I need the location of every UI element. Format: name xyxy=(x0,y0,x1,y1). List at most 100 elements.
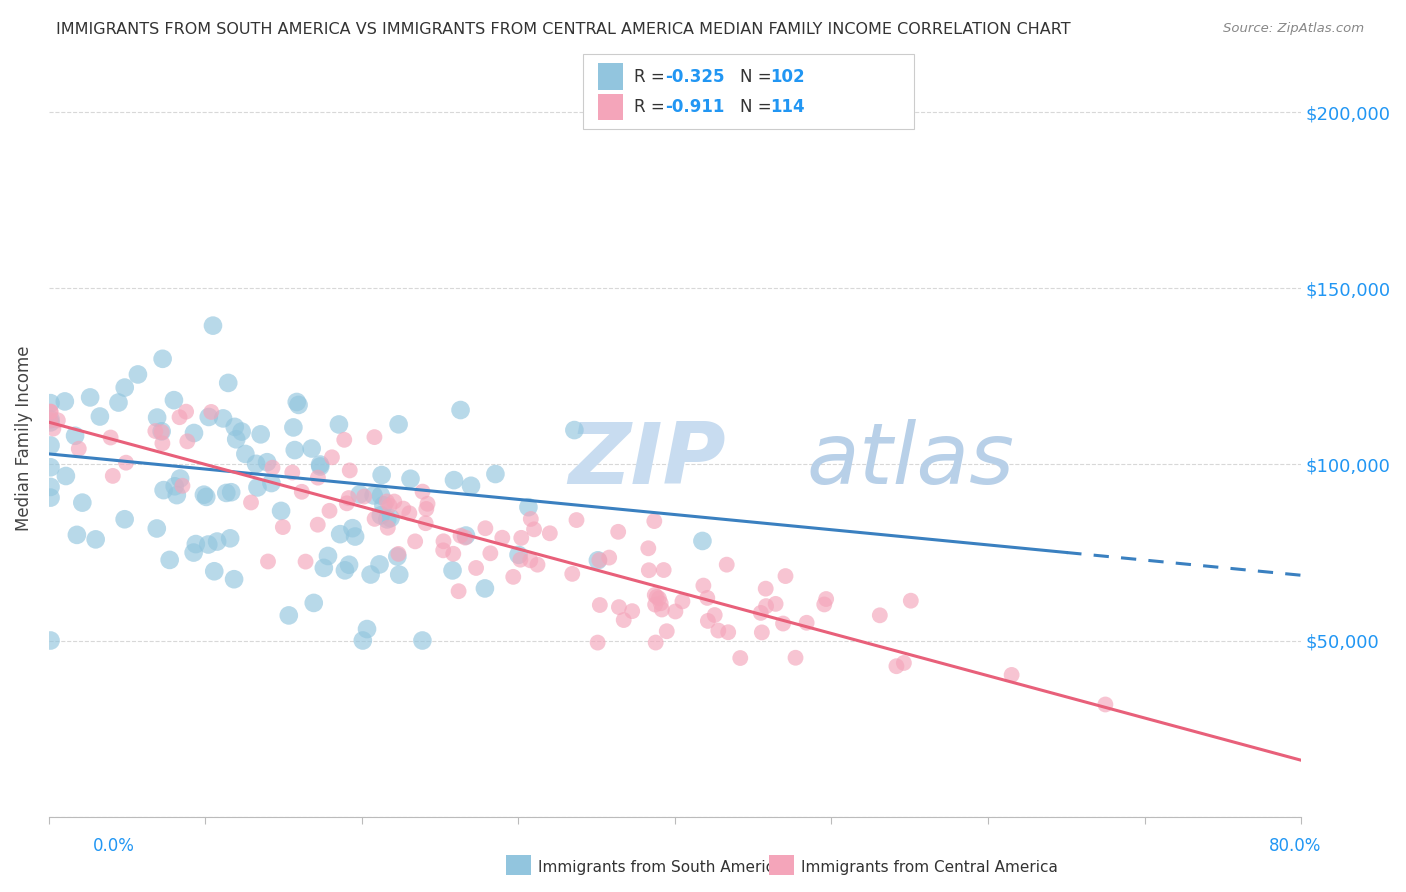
Point xyxy=(751,625,773,640)
Point xyxy=(717,625,740,640)
Point xyxy=(765,597,787,611)
Point xyxy=(301,442,323,456)
Point xyxy=(339,463,361,477)
Point xyxy=(39,405,62,419)
Point xyxy=(39,438,62,452)
Point xyxy=(114,380,136,394)
Point xyxy=(526,558,548,572)
Point xyxy=(387,549,409,564)
Point xyxy=(696,614,718,628)
Point xyxy=(415,502,437,516)
Point xyxy=(219,485,242,500)
Text: 80.0%: 80.0% xyxy=(1270,837,1322,855)
Point xyxy=(373,498,395,512)
Point xyxy=(39,396,62,410)
Point xyxy=(143,424,166,438)
Point xyxy=(621,604,644,618)
Text: -0.325: -0.325 xyxy=(665,68,724,86)
Point xyxy=(39,412,62,426)
Point xyxy=(262,460,284,475)
Point xyxy=(370,489,392,503)
Point xyxy=(588,553,610,567)
Point xyxy=(307,517,329,532)
Point xyxy=(256,455,278,469)
Point xyxy=(1094,698,1116,712)
Point xyxy=(648,591,671,606)
Point xyxy=(39,416,62,430)
Text: atlas: atlas xyxy=(807,419,1015,502)
Point xyxy=(509,552,531,566)
Point xyxy=(775,569,797,583)
Point xyxy=(333,563,356,577)
Point xyxy=(671,594,693,608)
Text: N =: N = xyxy=(740,68,776,86)
Point xyxy=(356,622,378,636)
Point xyxy=(443,473,465,487)
Point xyxy=(63,429,86,443)
Point xyxy=(450,529,472,543)
Point xyxy=(703,607,725,622)
Point xyxy=(707,624,730,638)
Point xyxy=(523,522,546,536)
Point xyxy=(115,456,138,470)
Point xyxy=(159,553,181,567)
Point xyxy=(336,496,359,510)
Point xyxy=(586,635,609,649)
Point xyxy=(195,490,218,504)
Point xyxy=(517,500,540,515)
Text: Immigrants from South America: Immigrants from South America xyxy=(538,860,785,874)
Point xyxy=(197,409,219,424)
Point xyxy=(387,547,409,561)
Point xyxy=(815,592,838,607)
Point xyxy=(281,466,304,480)
Point xyxy=(302,596,325,610)
Point xyxy=(337,558,360,572)
Point xyxy=(399,472,422,486)
Point xyxy=(215,486,238,500)
Point xyxy=(291,484,314,499)
Point xyxy=(318,504,340,518)
Point xyxy=(352,633,374,648)
Point xyxy=(716,558,738,572)
Point xyxy=(382,494,405,508)
Text: -0.911: -0.911 xyxy=(665,98,724,116)
Point xyxy=(363,488,385,502)
Point xyxy=(450,403,472,417)
Point xyxy=(655,624,678,639)
Point xyxy=(152,436,174,450)
Point xyxy=(644,635,666,649)
Text: R =: R = xyxy=(634,98,671,116)
Point xyxy=(502,570,524,584)
Point xyxy=(55,469,77,483)
Point xyxy=(465,561,488,575)
Point xyxy=(39,413,62,427)
Point xyxy=(245,457,267,471)
Point xyxy=(172,479,194,493)
Point xyxy=(388,567,411,582)
Point xyxy=(652,563,675,577)
Point xyxy=(344,529,367,543)
Point xyxy=(53,394,76,409)
Point xyxy=(235,447,257,461)
Point xyxy=(150,425,173,439)
Point xyxy=(169,410,191,425)
Point xyxy=(755,599,778,613)
Point xyxy=(163,479,186,493)
Point xyxy=(370,468,392,483)
Text: 102: 102 xyxy=(770,68,806,86)
Point xyxy=(39,491,62,505)
Point xyxy=(66,528,89,542)
Point xyxy=(337,491,360,505)
Point xyxy=(107,395,129,409)
Point xyxy=(411,633,433,648)
Point xyxy=(377,521,399,535)
Point xyxy=(277,608,299,623)
Point xyxy=(785,650,807,665)
Point xyxy=(240,495,263,509)
Point xyxy=(321,450,343,465)
Point xyxy=(447,584,470,599)
Point xyxy=(39,480,62,494)
Point xyxy=(886,659,908,673)
Point xyxy=(307,470,329,484)
Point xyxy=(353,490,375,504)
